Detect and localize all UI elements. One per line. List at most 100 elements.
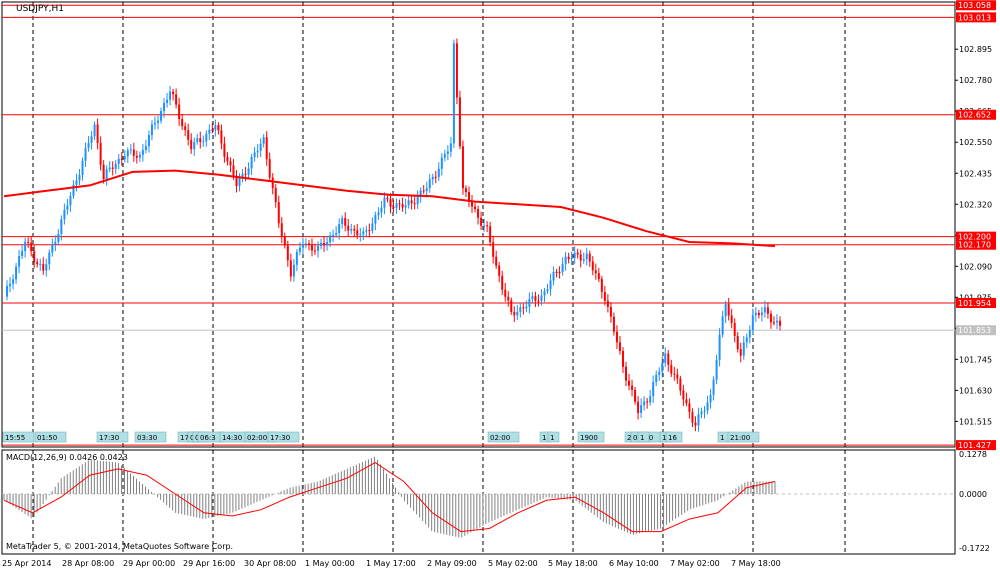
candle-body: [486, 225, 489, 227]
event-marker-label: 1: [550, 434, 554, 442]
candle-body: [205, 133, 208, 142]
time-axis-label: 7 May 18:00: [731, 559, 781, 568]
candle-body: [160, 111, 163, 121]
candle-body: [344, 218, 347, 226]
candle-body: [374, 215, 377, 224]
candle-body: [600, 278, 603, 293]
event-marker: [487, 431, 520, 443]
candle-body: [304, 243, 307, 245]
candle-body: [48, 252, 51, 265]
candle-body: [320, 242, 323, 246]
candle-body: [477, 209, 480, 218]
candle-body: [166, 99, 169, 104]
candle-body: [211, 129, 214, 131]
candle-body: [147, 135, 150, 147]
event-marker: [34, 431, 67, 443]
candle-body: [229, 161, 232, 166]
candle-body: [691, 411, 694, 423]
candle-body: [365, 230, 368, 232]
candle-body: [223, 143, 226, 157]
candle-body: [606, 300, 609, 307]
candle-body: [603, 292, 606, 301]
candle-body: [594, 270, 597, 274]
candle-body: [446, 151, 449, 154]
price-level-tag: [956, 440, 996, 451]
price-axis-label: 102.435: [959, 169, 992, 178]
candle-body: [75, 180, 78, 185]
event-marker-label: 2: [627, 434, 631, 442]
candle-body: [156, 120, 159, 123]
time-axis-label: 30 Apr 08:00: [244, 559, 296, 568]
candle-body: [498, 265, 501, 276]
candle-body: [507, 296, 510, 301]
event-marker-label: 0: [190, 434, 194, 442]
candle-body: [537, 300, 540, 302]
macd-axis-label: -0.1722: [959, 544, 990, 553]
candle-body: [181, 119, 184, 127]
candle-body: [455, 43, 458, 98]
price-axis-label: 101.630: [959, 386, 992, 395]
candle-body: [504, 289, 507, 297]
candle-body: [404, 205, 407, 208]
candle-body: [452, 43, 455, 144]
price-axis-label: 101.515: [959, 417, 992, 426]
candle-body: [471, 201, 474, 207]
candle-body: [492, 242, 495, 257]
candle-body: [779, 320, 781, 326]
price-level-tag: [956, 12, 996, 23]
candle-body: [501, 275, 504, 290]
candle-body: [398, 203, 401, 205]
candle-body: [27, 241, 30, 243]
candle-body: [733, 323, 736, 336]
price-axis-label: 101.745: [959, 355, 992, 364]
candle-body: [516, 311, 519, 316]
time-axis-label: 1 May 00:00: [305, 559, 355, 568]
candle-body: [244, 173, 247, 175]
candle-body: [163, 103, 166, 112]
candle-body: [664, 353, 667, 363]
candle-body: [625, 366, 628, 381]
price-level-tag-label: 101.954: [958, 299, 991, 308]
candle-body: [489, 226, 492, 243]
candle-body: [202, 141, 205, 143]
candle-body: [757, 312, 760, 316]
time-axis-label: 25 Apr 2014: [2, 559, 51, 568]
candle-body: [141, 150, 144, 155]
candle-body: [359, 234, 362, 236]
candle-body: [742, 342, 745, 356]
candle-body: [685, 399, 688, 404]
candle-body: [78, 174, 81, 181]
candle-body: [637, 401, 640, 413]
time-axis-label: 2 May 09:00: [427, 559, 477, 568]
candle-body: [99, 143, 102, 165]
candle-body: [60, 219, 63, 235]
candle-body: [410, 200, 413, 204]
candle-body: [389, 199, 392, 207]
candle-body: [356, 230, 359, 236]
candle-body: [54, 242, 57, 245]
candle-body: [350, 228, 353, 231]
candle-body: [169, 91, 172, 100]
candle-body: [751, 315, 754, 331]
candle-body: [591, 261, 594, 271]
candle-body: [679, 378, 682, 391]
price-axis-label: 102.320: [959, 200, 992, 209]
candle-body: [640, 405, 643, 413]
candle-body: [618, 342, 621, 351]
candle-body: [392, 206, 395, 208]
price-level-tag: [956, 239, 996, 250]
candle-body: [730, 315, 733, 324]
candle-body: [597, 273, 600, 279]
candle-body: [748, 330, 751, 338]
candle-body: [416, 196, 419, 205]
candle-body: [18, 256, 21, 267]
candle-body: [265, 137, 268, 160]
candle-body: [682, 390, 685, 400]
event-marker-label: 1: [662, 434, 666, 442]
candle-body: [546, 289, 549, 292]
candle-body: [326, 242, 329, 246]
candle-body: [739, 349, 742, 356]
candle-body: [175, 94, 178, 105]
